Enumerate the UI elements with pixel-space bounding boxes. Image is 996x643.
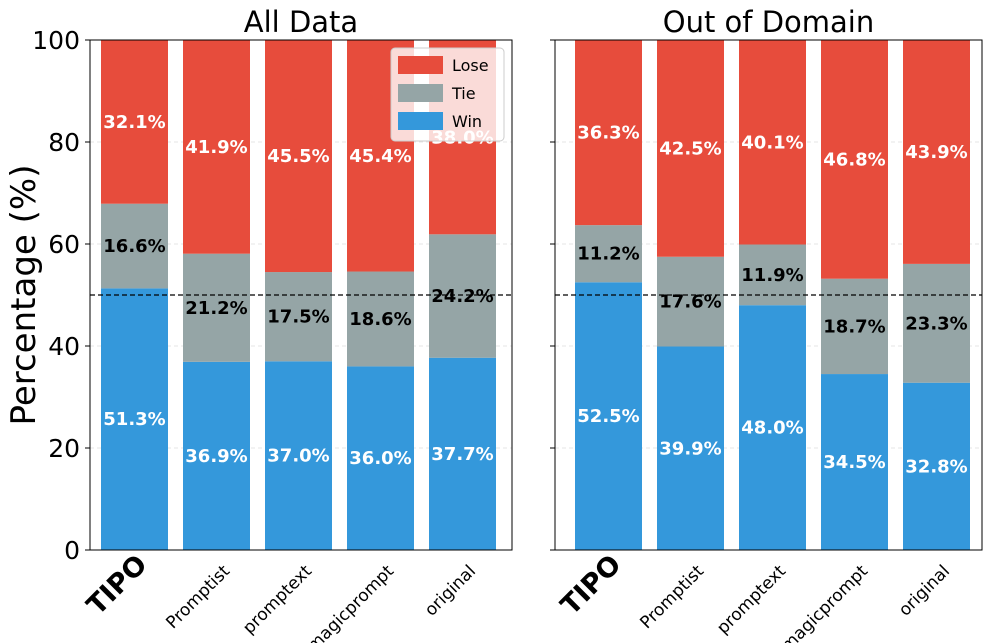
win-bar: [265, 361, 332, 550]
tie-bar: [265, 272, 332, 362]
lose-bar: [657, 40, 724, 257]
lose-value-label: 46.8%: [823, 149, 885, 170]
legend-label-win: Win: [452, 112, 482, 131]
win-bar: [739, 305, 806, 550]
lose-bar: [821, 40, 888, 279]
legend-label-tie: Tie: [451, 84, 476, 103]
lose-value-label: 41.9%: [185, 137, 247, 158]
tie-value-label: 21.2%: [185, 298, 247, 319]
lose-bar: [101, 40, 168, 204]
tie-bar: [903, 263, 970, 383]
tie-bar: [657, 256, 724, 347]
y-tick-label: 80: [48, 128, 80, 157]
x-tick-label: original: [421, 561, 480, 620]
win-bar: [429, 357, 496, 550]
x-tick-label: magicprompt: [778, 561, 873, 643]
tie-bar: [347, 271, 414, 367]
tie-value-label: 18.7%: [823, 316, 885, 337]
chart-title: Out of Domain: [663, 5, 875, 39]
lose-bar: [183, 40, 250, 254]
tie-bar: [429, 234, 496, 358]
x-tick-label: original: [895, 561, 954, 620]
x-tick-label: promptext: [713, 561, 790, 638]
win-value-label: 34.5%: [823, 452, 885, 473]
y-tick-label: 0: [64, 536, 80, 565]
win-bar: [903, 382, 970, 550]
win-value-label: 48.0%: [741, 418, 803, 439]
tie-value-label: 24.2%: [431, 286, 493, 307]
tie-bar: [183, 253, 250, 362]
tie-value-label: 23.3%: [905, 313, 967, 334]
axes-frame: [89, 39, 513, 551]
y-tick-label: 20: [48, 434, 80, 463]
win-value-label: 36.9%: [185, 446, 247, 467]
axes-frame: [554, 39, 983, 551]
win-value-label: 32.8%: [905, 456, 967, 477]
legend-swatch-lose: [398, 56, 443, 74]
win-value-label: 37.0%: [267, 446, 329, 467]
win-value-label: 51.3%: [103, 409, 165, 430]
legend: Lose Tie Win: [390, 47, 505, 142]
tie-value-label: 17.5%: [267, 307, 329, 328]
y-axis-label: Percentage (%): [4, 165, 44, 426]
lose-value-label: 42.5%: [659, 138, 721, 159]
tie-value-label: 11.9%: [741, 265, 803, 286]
tie-value-label: 18.6%: [349, 309, 411, 330]
x-tick-label: magicprompt: [304, 561, 399, 643]
win-value-label: 36.0%: [349, 448, 411, 469]
panel-out-of-domain: 52.5% 11.2% 36.3% 39.9% 17.6% 42.5% 48.0% 11.9%…: [550, 5, 983, 643]
y-tick-label: 60: [48, 230, 80, 259]
x-tick-label: Promptist: [636, 561, 708, 633]
tie-bar: [101, 203, 168, 289]
x-tick-label: Promptist: [162, 561, 234, 633]
lose-value-label: 40.1%: [741, 132, 803, 153]
lose-bar: [739, 40, 806, 245]
win-bar: [183, 361, 250, 550]
lose-value-label: 45.5%: [267, 146, 329, 167]
win-bar: [347, 366, 414, 550]
lose-value-label: 32.1%: [103, 112, 165, 133]
x-tick-label: TIPO: [81, 549, 153, 621]
chart-title: All Data: [244, 5, 358, 39]
legend-swatch-tie: [398, 84, 443, 102]
win-bar: [575, 282, 642, 550]
y-tick-label: 40: [48, 332, 80, 361]
tie-bar: [575, 225, 642, 283]
x-tick-label: TIPO: [555, 549, 627, 621]
lose-value-label: 36.3%: [577, 123, 639, 144]
lose-value-label: 43.9%: [905, 142, 967, 163]
win-bar: [101, 288, 168, 550]
x-tick-label: promptext: [239, 561, 316, 638]
tie-value-label: 17.6%: [659, 292, 721, 313]
lose-bar: [903, 40, 970, 264]
win-value-label: 39.9%: [659, 438, 721, 459]
win-value-label: 37.7%: [431, 444, 493, 465]
tie-value-label: 16.6%: [103, 236, 165, 257]
win-bar: [657, 346, 724, 550]
lose-bar: [575, 40, 642, 226]
legend-label-lose: Lose: [452, 56, 489, 75]
win-value-label: 52.5%: [577, 406, 639, 427]
win-bar: [821, 374, 888, 550]
y-tick-label: 100: [32, 26, 80, 55]
legend-swatch-win: [398, 112, 443, 130]
lose-bar: [265, 40, 332, 273]
lose-value-label: 45.4%: [349, 146, 411, 167]
tie-value-label: 11.2%: [577, 244, 639, 265]
